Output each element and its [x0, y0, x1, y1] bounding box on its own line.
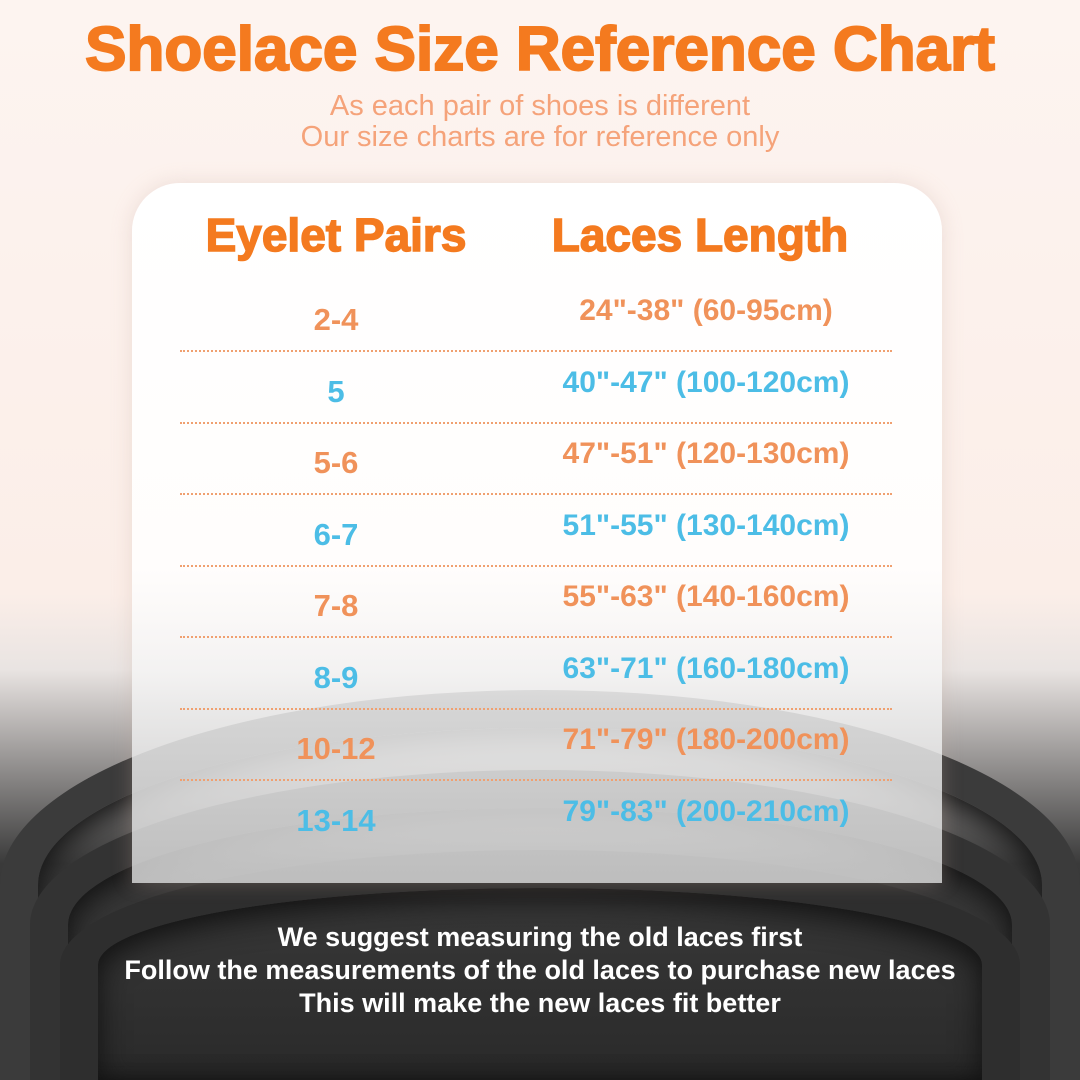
eyelet-pairs-cell: 13-14 [296, 802, 376, 838]
row-divider [180, 707, 892, 710]
eyelet-pairs-cell: 6-7 [313, 516, 359, 552]
eyelet-pairs-cell: 10-12 [296, 731, 376, 766]
row-divider [180, 421, 892, 424]
row-divider [180, 779, 892, 781]
laces-length-cell: 24"-38" (60-95cm) [579, 294, 833, 327]
size-row: 7-8 55"-63" (140-160cm) [180, 566, 892, 638]
eyelet-pairs-header: Eyelet Pairs [205, 208, 467, 262]
laces-length-cell: 55"-63" (140-160cm) [562, 580, 850, 613]
row-divider [180, 636, 892, 638]
footer-line: This will make the new laces fit better [299, 988, 781, 1018]
page-title: Shoelace Size Reference Chart [84, 14, 996, 85]
laces-length-cell: 40"-47" (100-120cm) [562, 365, 850, 399]
eyelet-pairs-cell: 7-8 [313, 588, 359, 623]
footer-line: We suggest measuring the old laces first [277, 922, 803, 952]
eyelet-pairs-cell: 2-4 [313, 302, 359, 337]
eyelet-pairs-cell: 5-6 [313, 445, 359, 480]
subtitle-line: As each pair of shoes is different [329, 90, 751, 122]
size-row: 8-9 63"-71" (160-180cm) [180, 638, 892, 710]
size-row: 2-4 24"-38" (60-95cm) [180, 280, 892, 352]
eyelet-pairs-cell: 5 [327, 373, 345, 409]
laces-length-header: Laces Length [551, 208, 849, 262]
laces-length-cell: 63"-71" (160-180cm) [562, 651, 850, 685]
eyelet-pairs-cell: 8-9 [313, 659, 359, 695]
size-row: 13-14 79"-83" (200-210cm) [180, 781, 892, 853]
size-row: 10-12 71"-79" (180-200cm) [180, 709, 892, 781]
size-chart-card [132, 183, 942, 883]
laces-length-cell: 79"-83" (200-210cm) [562, 794, 850, 828]
row-divider [180, 493, 892, 495]
row-divider [180, 564, 892, 567]
laces-length-cell: 47"-51" (120-130cm) [562, 437, 850, 470]
size-row: 5-6 47"-51" (120-130cm) [180, 423, 892, 495]
footer-line: Follow the measurements of the old laces… [124, 955, 956, 985]
laces-length-cell: 51"-55" (130-140cm) [562, 508, 850, 542]
row-divider [180, 350, 892, 352]
size-row: 6-7 51"-55" (130-140cm) [180, 495, 892, 567]
subtitle-line: Our size charts are for reference only [300, 121, 780, 153]
size-row: 5 40"-47" (100-120cm) [180, 352, 892, 424]
laces-length-cell: 71"-79" (180-200cm) [562, 723, 850, 756]
